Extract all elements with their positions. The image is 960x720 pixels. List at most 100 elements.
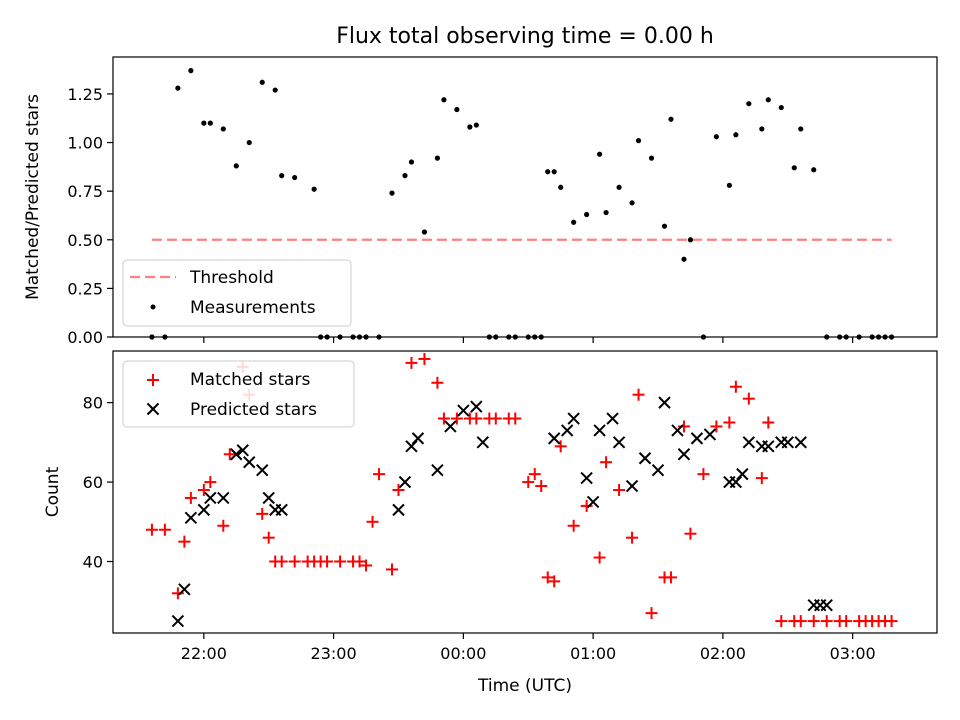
predicted-star-marker bbox=[606, 412, 619, 425]
matched-star-marker bbox=[288, 555, 301, 568]
measurement-point bbox=[246, 139, 252, 146]
matched-star-marker bbox=[613, 484, 626, 497]
measurement-point bbox=[629, 200, 635, 206]
matched-star-marker bbox=[522, 476, 535, 489]
matched-star-marker bbox=[762, 416, 775, 429]
matched-star-marker bbox=[217, 519, 230, 532]
matched-star-marker bbox=[385, 563, 398, 576]
count-ytick-label: 80 bbox=[83, 394, 103, 413]
predicted-star-marker bbox=[411, 432, 425, 445]
measurement-point bbox=[259, 79, 265, 85]
predicted-star-marker bbox=[593, 424, 606, 437]
matched-star-marker bbox=[353, 555, 366, 568]
legend-threshold-label: Threshold bbox=[189, 268, 274, 288]
predicted-star-marker bbox=[690, 432, 704, 445]
matched-star-marker bbox=[321, 555, 334, 568]
predicted-star-marker bbox=[262, 491, 275, 505]
matched-star-marker bbox=[794, 615, 807, 628]
matched-star-marker bbox=[807, 615, 820, 628]
ratio-panel-title: Flux total observing time = 0.00 h bbox=[336, 24, 714, 49]
measurement-point bbox=[558, 184, 564, 190]
measurement-point bbox=[603, 209, 609, 216]
ratio-panel-ylabel: Matched/Predicted stars bbox=[23, 94, 43, 300]
predicted-star-marker bbox=[171, 614, 185, 628]
predicted-star-marker bbox=[703, 428, 717, 441]
legend-matched-marker bbox=[147, 374, 159, 386]
matched-star-marker bbox=[431, 376, 444, 389]
matched-star-marker bbox=[593, 551, 606, 564]
predicted-star-marker bbox=[547, 432, 561, 445]
matched-star-marker bbox=[405, 356, 418, 369]
matched-star-marker bbox=[548, 575, 561, 588]
matched-star-marker bbox=[580, 499, 593, 512]
ratio-panel-yticks: 0.00 0.25 0.50 0.75 1.00 1.25 bbox=[67, 85, 113, 347]
predicted-star-marker bbox=[586, 495, 600, 509]
ratio-legend-box bbox=[122, 259, 352, 327]
measurement-point bbox=[597, 151, 603, 157]
ratio-ytick-label: 0.75 bbox=[67, 182, 103, 201]
matched-star-marker bbox=[600, 456, 613, 469]
matched-star-marker bbox=[184, 491, 197, 504]
measurement-point bbox=[467, 124, 473, 130]
measurement-point bbox=[272, 87, 278, 93]
predicted-star-marker bbox=[742, 436, 756, 449]
matched-star-marker bbox=[697, 468, 710, 481]
ratio-panel-frame bbox=[112, 56, 938, 338]
matched-star-marker bbox=[684, 527, 697, 540]
ratio-ytick-label: 1.00 bbox=[67, 134, 103, 153]
predicted-star-marker bbox=[256, 463, 269, 477]
measurement-point bbox=[201, 120, 207, 126]
measurement-point bbox=[661, 223, 668, 229]
predicted-star-marker bbox=[658, 396, 671, 409]
ratio-ytick-label: 0.25 bbox=[67, 279, 103, 298]
matched-star-marker bbox=[554, 440, 567, 453]
measurement-point bbox=[648, 155, 655, 161]
count-panel-legend: Matched stars Predicted stars bbox=[122, 360, 355, 428]
measurement-point bbox=[408, 159, 415, 165]
count-xtick-label: 23:00 bbox=[311, 644, 357, 663]
predicted-star-marker bbox=[398, 475, 412, 489]
count-legend-box bbox=[122, 360, 355, 428]
measurement-point bbox=[473, 122, 479, 128]
predicted-star-marker bbox=[677, 448, 691, 461]
matched-star-marker bbox=[204, 476, 217, 489]
ratio-ytick-label: 0.50 bbox=[67, 231, 103, 250]
count-ytick-label: 40 bbox=[83, 553, 103, 572]
matched-star-marker bbox=[450, 412, 463, 425]
count-xtick-label: 03:00 bbox=[830, 644, 876, 663]
predicted-star-marker bbox=[184, 511, 198, 525]
predicted-star-marker bbox=[560, 424, 574, 437]
legend-measurements-swatch bbox=[150, 304, 156, 310]
matched-star-marker bbox=[360, 559, 373, 572]
legend-predicted-label: Predicted stars bbox=[190, 400, 317, 420]
predicted-star-marker bbox=[457, 404, 470, 417]
count-xtick-label: 22:00 bbox=[181, 644, 227, 663]
matched-star-marker bbox=[489, 412, 502, 425]
matched-star-marker bbox=[677, 420, 690, 433]
count-xtick-label: 01:00 bbox=[570, 644, 616, 663]
matched-star-marker bbox=[528, 468, 541, 481]
matched-star-marker bbox=[256, 507, 269, 520]
matched-star-marker bbox=[275, 555, 288, 568]
count-ytick-label: 60 bbox=[83, 473, 103, 492]
matched-star-marker bbox=[158, 523, 171, 536]
predicted-star-marker bbox=[178, 583, 191, 596]
measurement-point bbox=[311, 186, 317, 192]
count-panel-yticks: 40 60 80 bbox=[83, 394, 113, 572]
matched-star-marker bbox=[775, 615, 788, 628]
measurement-point bbox=[765, 97, 771, 103]
matched-star-marker bbox=[626, 531, 639, 544]
matched-star-marker bbox=[437, 412, 450, 425]
matched-star-marker bbox=[223, 448, 236, 461]
predicted-star-marker bbox=[470, 400, 483, 413]
measurement-point bbox=[292, 174, 298, 181]
predicted-star-marker bbox=[781, 436, 794, 449]
measurement-point bbox=[402, 173, 408, 179]
matched-star-marker bbox=[171, 587, 184, 600]
measurement-point bbox=[791, 165, 797, 171]
matched-star-marker bbox=[664, 571, 677, 584]
measurement-point bbox=[759, 126, 765, 132]
matched-star-marker bbox=[334, 555, 347, 568]
legend-measurements-label: Measurements bbox=[190, 298, 316, 318]
